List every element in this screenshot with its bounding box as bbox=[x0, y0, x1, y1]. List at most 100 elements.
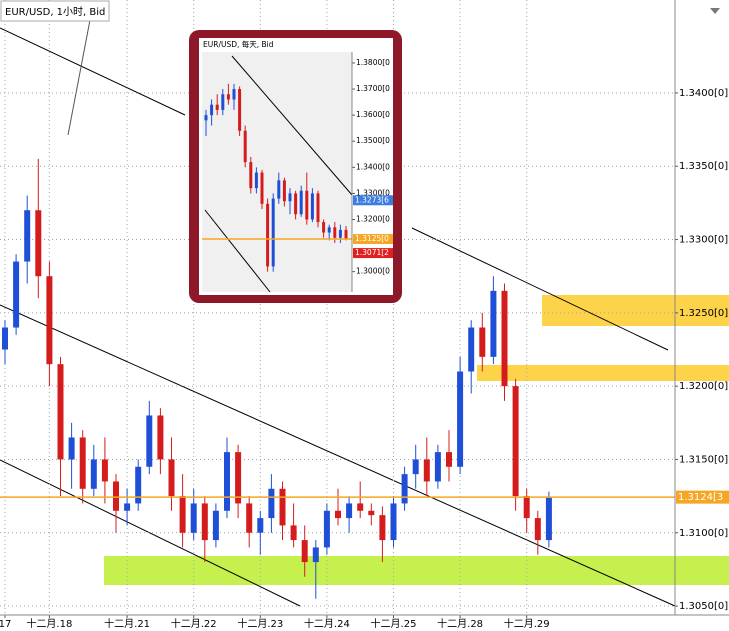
candle-body bbox=[545, 497, 552, 541]
candle-body bbox=[113, 481, 119, 511]
scroll-arrow[interactable] bbox=[710, 8, 720, 14]
candle-body bbox=[57, 364, 64, 460]
candle-body bbox=[266, 203, 270, 267]
chart-title: EUR/USD, 1小时, Bid bbox=[5, 6, 105, 18]
candle-body bbox=[534, 518, 541, 541]
candle-body bbox=[204, 115, 208, 121]
x-tick-label: 十二月.23 bbox=[237, 617, 283, 630]
candle-body bbox=[401, 474, 408, 504]
candle-body bbox=[243, 130, 247, 163]
candle-body bbox=[357, 503, 364, 511]
x-tick-label: 十二月.29 bbox=[504, 617, 550, 630]
trend-line bbox=[0, 27, 186, 116]
trend-line bbox=[0, 304, 676, 607]
price-label-box bbox=[353, 195, 393, 206]
x-tick-label: 十二月.21 bbox=[104, 617, 150, 630]
title-box bbox=[0, 0, 110, 22]
candle-body bbox=[238, 89, 242, 131]
inset-title: EUR/USD, 每天, Bid bbox=[203, 39, 274, 49]
candle-body bbox=[124, 503, 131, 511]
y-tick-label: 1.3150[0] bbox=[679, 454, 728, 465]
y-tick-label: 1.3000[0 bbox=[356, 267, 390, 276]
y-tick-label: 1.3700[0 bbox=[356, 84, 390, 93]
candle-body bbox=[179, 496, 186, 533]
candle-body bbox=[457, 371, 464, 467]
candle-body bbox=[512, 386, 519, 497]
trend-line bbox=[204, 209, 271, 293]
inset-chart: 1.3000[0 1.3200[0 1.3300[0 1.3400[0 1.3500[0… bbox=[202, 58, 393, 276]
candle-body bbox=[13, 261, 20, 328]
candle-body bbox=[215, 104, 219, 110]
candle-body bbox=[301, 540, 308, 563]
candle-body bbox=[305, 190, 309, 220]
x-tick-label: 17 bbox=[0, 619, 11, 630]
candle-body bbox=[90, 459, 97, 489]
candle-body bbox=[2, 327, 8, 350]
candle-body bbox=[254, 172, 258, 189]
candle-body bbox=[523, 496, 530, 519]
price-label-box bbox=[353, 248, 393, 259]
candle-body bbox=[379, 515, 386, 541]
drawings bbox=[0, 19, 729, 607]
candle-body bbox=[346, 503, 353, 519]
candle-body bbox=[322, 222, 326, 233]
support-zone bbox=[104, 556, 729, 585]
trend-line bbox=[411, 227, 669, 351]
candle-body bbox=[260, 172, 264, 204]
candle-body bbox=[190, 503, 197, 533]
candle-body bbox=[501, 290, 508, 387]
candle-body bbox=[434, 452, 441, 482]
candle-body bbox=[210, 104, 214, 116]
candle-body bbox=[24, 210, 31, 262]
y-tick-label: 1.3800[0 bbox=[356, 58, 390, 67]
candle-body bbox=[310, 193, 314, 220]
x-tick-label: 十二月.25 bbox=[371, 617, 417, 630]
candle-body bbox=[490, 290, 497, 357]
candle-body bbox=[226, 94, 230, 100]
candle-body bbox=[423, 459, 430, 482]
resistance-zone bbox=[542, 295, 729, 326]
resistance-zone bbox=[477, 365, 729, 381]
candle-body bbox=[333, 227, 337, 238]
x-tick-label: 十二月.24 bbox=[304, 617, 350, 630]
y-tick-label: 1.3400[0 bbox=[356, 162, 390, 171]
y-tick-label: 1.3050[0] bbox=[679, 601, 728, 612]
candle-body bbox=[101, 459, 108, 482]
candle-body bbox=[294, 193, 298, 215]
y-tick-label: 1.3400[0] bbox=[679, 88, 728, 99]
y-tick-label: 1.3250[0] bbox=[679, 308, 728, 319]
candle-body bbox=[146, 415, 153, 467]
candle-body bbox=[79, 437, 86, 489]
price-label-box bbox=[353, 234, 393, 245]
candle-body bbox=[446, 452, 452, 467]
candle-body bbox=[201, 503, 208, 541]
candle-body bbox=[290, 525, 297, 541]
candle-body bbox=[468, 327, 475, 372]
price-label: 1.3273[6 bbox=[355, 195, 389, 204]
x-tick-label: 十二月.22 bbox=[171, 617, 217, 630]
candle-body bbox=[279, 488, 286, 526]
candle-body bbox=[316, 193, 320, 223]
candle-body bbox=[277, 180, 281, 199]
candle-body bbox=[246, 503, 253, 533]
y-tick-label: 1.3600[0 bbox=[356, 110, 390, 119]
candle-body bbox=[368, 510, 375, 516]
y-tick-label: 1.3100[0] bbox=[679, 528, 728, 539]
candle-body bbox=[335, 510, 341, 519]
candle-body bbox=[282, 180, 286, 202]
candle-body bbox=[168, 459, 175, 497]
candle-body bbox=[35, 210, 42, 277]
x-tick-label: 十二月.28 bbox=[437, 617, 483, 630]
y-tick-label: 1.3350[0] bbox=[679, 161, 728, 172]
trend-line bbox=[0, 459, 301, 607]
candle-body bbox=[249, 162, 253, 189]
inset-plot bbox=[202, 52, 352, 292]
inset: 1.3000[0 1.3200[0 1.3300[0 1.3400[0 1.3500[0… bbox=[189, 30, 402, 303]
candle-body bbox=[135, 466, 142, 504]
candle-body bbox=[299, 190, 303, 215]
y-tick-label: 1.3300[0 bbox=[356, 188, 390, 197]
y-tick-label: 1.3200[0 bbox=[356, 214, 390, 223]
